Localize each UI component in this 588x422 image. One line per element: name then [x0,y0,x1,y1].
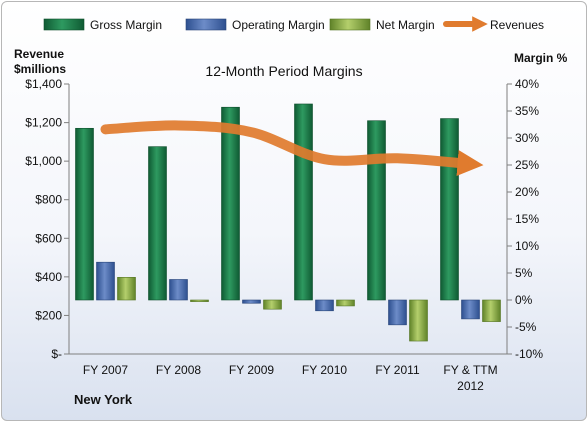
x-tick-label: FY 2011 [375,363,420,377]
gross-margin-bar [294,103,313,301]
gross-margin-bar [440,118,459,301]
legend-label-gross-margin: Gross Margin [90,18,162,32]
revenues-line [100,120,484,176]
x-axis-labels: FY 2007 FY 2008 FY 2009 FY 2010 FY 2011 FY & … [83,363,498,393]
left-tick-label: $600 [35,231,62,245]
operating-margin-bar [169,279,188,301]
right-tick-label: 0% [515,293,533,307]
gross-margin-bar [221,106,240,301]
operating-margin-bar [388,299,407,326]
right-tick-label: 10% [515,239,539,253]
gross-margin-bar [367,120,386,301]
x-tick-label-line2: 2012 [457,379,484,393]
chart-title: 12-Month Period Margins [205,63,362,79]
right-axis-ticks: -10% -5% 0% 5% 10% 15% 20% 25% 30% 35% 40% [507,77,543,361]
left-axis-title-line1: Revenue [14,47,64,61]
left-axis-title-line2: $millions [14,62,66,76]
x-tick-label: FY 2009 [229,363,274,377]
net-margin-bar [117,277,136,301]
right-tick-label: 30% [515,131,539,145]
left-tick-label: $1,000 [25,154,62,168]
right-tick-label: -10% [515,347,543,361]
bars [75,103,501,342]
left-tick-label: $800 [35,193,62,207]
operating-margin-bar [315,299,334,312]
x-tick-label: FY & TTM [443,363,497,377]
left-tick-label: $- [51,347,62,361]
gross-margin-bar [148,146,167,301]
legend-label-operating-margin: Operating Margin [232,18,325,32]
operating-margin-bar [242,299,261,304]
legend-item-revenues: Revenues [443,16,544,32]
right-tick-label: 5% [515,266,533,280]
x-tick-label: FY 2008 [156,363,201,377]
right-tick-label: 20% [515,185,539,199]
net-margin-bar [336,299,355,307]
legend-item-gross-margin: Gross Margin [43,18,162,32]
x-tick-label: FY 2007 [83,363,128,377]
net-margin-bar [190,299,209,302]
legend-label-revenues: Revenues [490,18,544,32]
net-margin-bar [482,299,501,322]
operating-margin-bar [461,299,480,320]
right-tick-label: 25% [515,158,539,172]
net-margin-bar [263,299,282,310]
right-axis-title: Margin % [514,51,568,65]
x-tick-label: FY 2010 [302,363,347,377]
revenue-line-group [100,120,484,176]
left-tick-label: $400 [35,270,62,284]
left-axis-ticks: $- $200 $400 $600 $800 $1,000 $1,200 $1,400 [25,77,69,361]
gross-margin-bar [75,127,94,301]
right-tick-label: 40% [515,77,539,91]
left-tick-label: $200 [35,308,62,322]
right-tick-label: 35% [515,104,539,118]
footer-label: New York [74,392,133,407]
left-tick-label: $1,400 [25,77,62,91]
legend: Gross Margin Operating Margin Net Margin… [43,16,544,32]
legend-item-operating-margin: Operating Margin [185,18,325,32]
right-tick-label: 15% [515,212,539,226]
operating-margin-bar [96,261,115,301]
right-tick-label: -5% [515,320,537,334]
legend-item-net-margin: Net Margin [329,18,435,32]
left-tick-label: $1,200 [25,116,62,130]
net-margin-bar [409,299,428,342]
legend-label-net-margin: Net Margin [376,18,435,32]
